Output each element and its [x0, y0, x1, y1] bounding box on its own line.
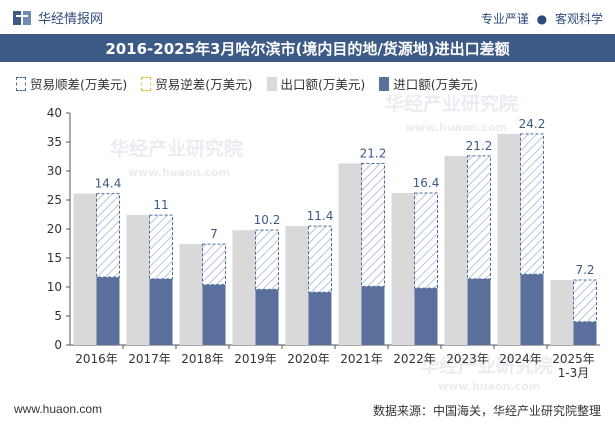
import-bar: [414, 288, 438, 345]
x-tick-label: 2016年: [75, 352, 118, 366]
brand-name: 华经情报网: [38, 12, 104, 27]
x-tick-label: 2022年: [393, 352, 436, 366]
watermark-text: 华经产业研究院: [385, 95, 518, 115]
export-bar: [550, 280, 574, 345]
export-bar: [126, 215, 150, 345]
footer-url[interactable]: www.huaon.com: [14, 402, 103, 416]
surplus-data-label: 10.2: [254, 213, 281, 227]
footer-source: 数据来源：中国海关，华经产业研究院整理: [372, 404, 601, 418]
footer: www.huaon.com 数据来源：中国海关，华经产业研究院整理: [0, 394, 615, 427]
export-bar: [391, 193, 415, 345]
chart-title: 2016-2025年3月哈尔滨市(境内目的地/货源地)进出口差额: [105, 39, 510, 58]
import-bar: [202, 284, 226, 345]
x-tick-label: 2023年: [446, 352, 489, 366]
surplus-data-label: 24.2: [519, 117, 546, 131]
surplus-data-label: 11: [153, 198, 168, 212]
legend-import-label: 进口额(万美元): [393, 77, 479, 92]
header-tags: 专业严谨 ● 客观科学: [481, 10, 603, 27]
legend-deficit-label: 贸易逆差(万美元): [155, 77, 253, 92]
x-tick-label: 2018年: [181, 352, 224, 366]
huajing-logo-icon: [13, 10, 31, 25]
surplus-bar: [202, 243, 226, 286]
x-tick-label: 2020年: [287, 352, 330, 366]
top-bar: 华经情报网 专业严谨 ● 客观科学: [0, 0, 615, 34]
y-tick-label: 5: [54, 309, 62, 323]
export-bar: [444, 155, 468, 345]
import-bar: [255, 289, 279, 345]
import-bar: [149, 278, 173, 345]
surplus-data-label: 11.4: [307, 209, 334, 223]
surplus-bar: [149, 214, 173, 280]
surplus-bar: [361, 162, 385, 287]
surplus-data-label: 16.4: [413, 176, 440, 190]
surplus-bar: [414, 192, 438, 289]
y-tick-label: 30: [47, 164, 62, 178]
brand[interactable]: 华经情报网: [12, 8, 103, 27]
surplus-bar: [573, 279, 597, 323]
x-tick-label: 2021年: [340, 352, 383, 366]
bar-chart: 华经产业研究院 www.huaon.com 华经产业研究院 www.huaon.…: [47, 95, 600, 392]
y-tick-label: 10: [47, 280, 62, 294]
surplus-bar: [96, 193, 120, 278]
legend-export-swatch: [266, 76, 277, 91]
y-tick-label: 0: [54, 338, 62, 352]
legend-deficit[interactable]: 贸易逆差(万美元): [141, 74, 253, 93]
export-bar: [73, 193, 97, 345]
y-tick-label: 25: [47, 193, 62, 207]
labels-layer: 14.4 11 7 10.2 11.4 21.2 16.4 21.2 24.2 7.2: [95, 117, 595, 277]
legend-export[interactable]: 出口额(万美元): [266, 74, 366, 93]
legend-surplus-swatch: [16, 76, 26, 91]
import-bar: [96, 277, 120, 345]
import-bar: [308, 292, 332, 345]
legend-import[interactable]: 进口额(万美元): [379, 74, 478, 93]
chart-legend: 贸易顺差(万美元) 贸易逆差(万美元) 出口额(万美元) 进口额(万美元): [16, 74, 606, 93]
surplus-data-label: 7: [210, 227, 218, 241]
import-bar: [361, 286, 385, 345]
x-tick-label: 2017年: [128, 352, 171, 366]
x-tick-label: 2019年: [234, 352, 277, 366]
legend-surplus-label: 贸易顺差(万美元): [30, 77, 128, 92]
surplus-data-label: 14.4: [95, 177, 122, 191]
surplus-bar: [308, 225, 332, 293]
surplus-data-label: 21.2: [360, 146, 387, 160]
watermark-layer: 华经产业研究院 www.huaon.com 华经产业研究院 www.huaon.…: [110, 95, 553, 392]
bars-layer: [73, 133, 597, 345]
export-bar: [179, 244, 203, 345]
x-tick-label: 1-3月: [558, 366, 590, 380]
title-bar: 2016-2025年3月哈尔滨市(境内目的地/货源地)进出口差额: [0, 34, 615, 62]
tag-separator-icon: ●: [536, 12, 548, 26]
tag-objective: 客观科学: [554, 12, 603, 26]
export-bar: [285, 226, 309, 345]
surplus-data-label: 21.2: [466, 139, 493, 153]
surplus-data-label: 7.2: [575, 263, 594, 277]
x-tick-label: 2025年: [552, 352, 595, 366]
surplus-bar: [255, 229, 279, 290]
y-tick-label: 15: [47, 251, 62, 265]
watermark-text: 华经产业研究院: [420, 354, 553, 377]
import-bar: [573, 321, 597, 345]
export-bar: [338, 163, 362, 345]
tag-professional: 专业严谨: [480, 12, 529, 26]
surplus-bar: [467, 155, 491, 280]
y-tick-label: 20: [47, 222, 62, 236]
legend-surplus[interactable]: 贸易顺差(万美元): [16, 74, 127, 93]
watermark-url: www.huaon.com: [438, 380, 540, 392]
legend-import-swatch: [379, 76, 390, 91]
legend-export-label: 出口额(万美元): [280, 77, 366, 92]
watermark-url: www.huaon.com: [128, 166, 230, 179]
legend-deficit-swatch: [141, 76, 152, 91]
import-bar: [520, 274, 544, 345]
surplus-bar: [520, 133, 544, 275]
watermark-text: 华经产业研究院: [110, 137, 243, 160]
x-tick-label: 2024年: [499, 352, 542, 366]
import-bar: [467, 278, 491, 345]
y-tick-label: 35: [47, 135, 62, 149]
watermark-url: www.huaon.com: [405, 121, 507, 134]
y-tick-label: 40: [47, 106, 62, 120]
export-bar: [232, 230, 256, 345]
export-bar: [497, 133, 521, 345]
